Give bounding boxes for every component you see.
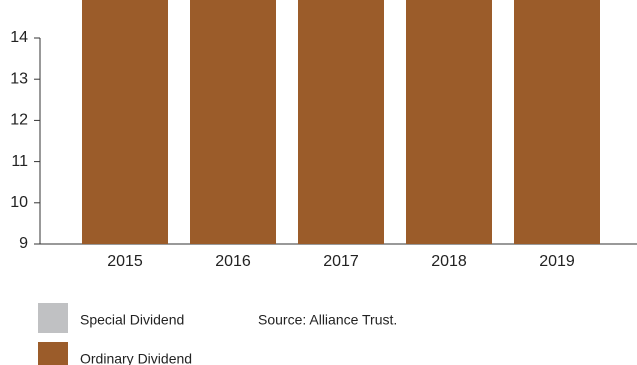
legend-swatch (38, 342, 68, 365)
y-tick-label: 12 (10, 112, 28, 129)
bar-segment (82, 0, 168, 244)
y-tick-label: 10 (10, 194, 28, 211)
y-tick-label: 14 (10, 29, 28, 46)
legend-swatch (38, 303, 68, 333)
x-tick-label: 2018 (431, 253, 467, 270)
x-tick-label: 2019 (539, 253, 575, 270)
x-tick-label: 2016 (215, 253, 251, 270)
source-note: Source: Alliance Trust. (258, 312, 397, 328)
y-tick-label: 11 (11, 153, 28, 170)
x-tick-label: 2015 (107, 253, 143, 270)
y-tick-label: 9 (19, 235, 28, 252)
legend-label: Ordinary Dividend (80, 351, 192, 365)
y-tick-label: 13 (10, 70, 28, 87)
bar-segment (514, 0, 600, 244)
bar-segment (406, 0, 492, 244)
bar-segment (298, 0, 384, 245)
bar-segment (190, 0, 276, 245)
x-tick-label: 2017 (323, 253, 359, 270)
legend-label: Special Dividend (80, 312, 184, 328)
